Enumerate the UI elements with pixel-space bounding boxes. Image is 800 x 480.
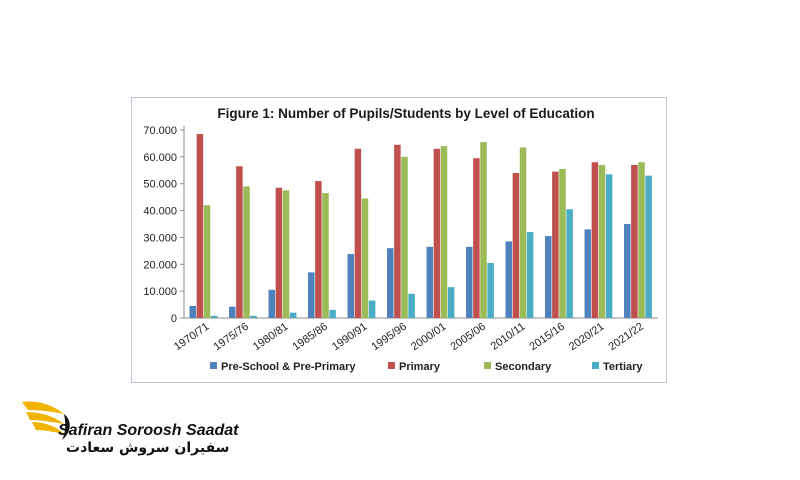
y-tick-label: 10.000	[143, 286, 177, 298]
x-tick-label: 2005/06	[449, 321, 488, 354]
bar-2-12	[631, 164, 638, 318]
legend-swatch-4	[592, 362, 599, 369]
bar-2-6	[394, 144, 401, 318]
bar-3-1	[203, 205, 211, 318]
y-tick-label: 60.000	[143, 152, 177, 164]
bar-3-6	[401, 156, 408, 318]
x-tick-label: 2000/01	[409, 321, 448, 354]
bar-2-8	[473, 158, 480, 318]
bar-4-9	[526, 232, 534, 318]
bar-3-10	[559, 168, 566, 318]
wing-logo-icon	[22, 401, 70, 440]
bar-4-1	[210, 315, 218, 318]
bar-4-6	[408, 293, 415, 318]
bar-1-7	[426, 246, 434, 318]
x-tick-label: 2010/11	[489, 321, 528, 353]
legend-swatch-2	[388, 362, 395, 369]
bar-2-11	[591, 162, 599, 318]
bar-4-2	[250, 315, 257, 318]
chart-bars	[189, 134, 652, 318]
bar-1-9	[505, 241, 513, 318]
legend-label-4: Tertiary	[603, 361, 643, 373]
x-tick-label: 1975/76	[212, 321, 251, 354]
bar-2-1	[196, 134, 204, 318]
bar-4-4	[329, 309, 336, 318]
chart-axes	[183, 126, 658, 319]
chart-legend: Pre-School & Pre-Primary Primary Secondary…	[210, 361, 643, 373]
brand-name-farsi: سفیران سروش سعادت	[66, 440, 230, 456]
y-tick-label: 50.000	[143, 179, 177, 191]
bar-1-2	[229, 306, 236, 318]
x-tick-labels: 1970/71 1975/76 1980/81 1985/86 1990/91 1995/…	[172, 321, 646, 354]
bar-4-3	[289, 312, 297, 318]
y-tick-labels: 0 10.000 20.000 30.000 40.000 50.000 60.000 70.…	[143, 125, 184, 325]
x-tick-label: 2021/22	[607, 321, 646, 354]
x-tick-label: 1995/96	[370, 321, 409, 354]
bar-1-5	[347, 254, 355, 318]
bar-3-8	[480, 142, 487, 318]
bar-2-10	[552, 171, 559, 318]
x-tick-label: 2020/21	[567, 321, 606, 354]
x-tick-label: 2015/16	[528, 321, 567, 354]
bar-4-7	[447, 287, 455, 318]
bar-4-5	[368, 300, 376, 318]
y-tick-label: 0	[171, 313, 177, 325]
bar-4-11	[605, 174, 613, 318]
bar-2-3	[275, 187, 283, 318]
legend-label-3: Secondary	[495, 361, 552, 373]
bar-1-4	[308, 272, 315, 318]
chart-title: Figure 1: Number of Pupils/Students by L…	[217, 106, 594, 121]
bar-1-8	[466, 246, 473, 318]
bar-1-11	[584, 229, 592, 318]
x-tick-label: 1990/91	[330, 321, 369, 354]
y-tick-label: 40.000	[143, 206, 177, 218]
bar-3-12	[638, 162, 645, 318]
bar-3-4	[322, 193, 329, 318]
legend-swatch-3	[484, 362, 491, 369]
bar-3-9	[519, 147, 527, 318]
bar-4-12	[645, 175, 652, 318]
bar-chart: Figure 1: Number of Pupils/Students by L…	[143, 106, 658, 373]
bar-1-1	[189, 305, 197, 318]
bar-4-10	[566, 209, 573, 318]
brand-logo: Safiran Soroosh Saadat سفیران سروش سعادت	[18, 396, 258, 468]
x-tick-label: 1980/81	[251, 321, 290, 354]
bar-1-12	[624, 224, 631, 318]
bar-2-7	[433, 148, 441, 318]
bar-3-11	[598, 164, 606, 318]
bar-1-10	[545, 236, 552, 318]
bar-4-8	[487, 262, 494, 318]
bar-2-2	[236, 166, 243, 318]
x-tick-label: 1970/71	[172, 321, 211, 354]
legend-swatch-1	[210, 362, 217, 369]
bar-3-3	[282, 190, 290, 318]
legend-label-2: Primary	[399, 361, 441, 373]
bar-1-3	[268, 289, 276, 318]
bar-2-5	[354, 148, 362, 318]
legend-label-1: Pre-School & Pre-Primary	[221, 361, 356, 373]
y-tick-label: 20.000	[143, 259, 177, 271]
y-tick-label: 30.000	[143, 232, 177, 244]
bar-2-4	[315, 181, 322, 318]
bar-3-2	[243, 186, 250, 318]
chart-frame: Figure 1: Number of Pupils/Students by L…	[131, 97, 667, 383]
x-tick-label: 1985/86	[291, 321, 330, 354]
brand-name-latin: Safiran Soroosh Saadat	[58, 422, 239, 439]
bar-2-9	[512, 172, 520, 318]
bar-3-7	[440, 146, 448, 318]
bar-1-6	[387, 248, 394, 318]
bar-3-5	[361, 198, 369, 318]
y-tick-label: 70.000	[143, 125, 177, 137]
